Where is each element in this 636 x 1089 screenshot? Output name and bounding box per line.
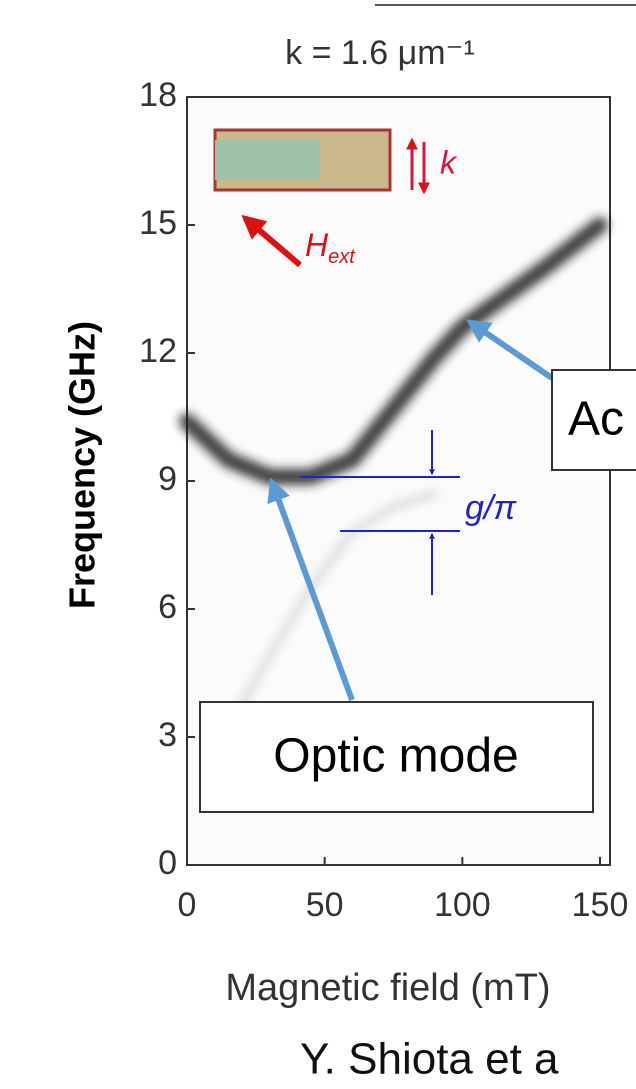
y-tick-label: 9 (158, 460, 177, 498)
optic-box (199, 701, 594, 813)
gap-label: g/π (465, 489, 517, 527)
k-label: k (440, 144, 458, 180)
y-tick-label: 3 (158, 716, 177, 754)
y-tick-label: 15 (139, 204, 177, 242)
field-main: H (305, 227, 329, 263)
field-label: Hext (305, 227, 356, 268)
inset: k Hext g/π (213, 128, 517, 595)
x-axis-label: Magnetic field (mT) (225, 967, 550, 1009)
chart-title: k = 1.6 μm⁻¹ (285, 34, 475, 72)
acoustic-box (551, 369, 636, 471)
y-axis-label: Frequency (GHz) (62, 321, 103, 609)
y-tick-label: 0 (158, 844, 177, 882)
optic-arrow (267, 477, 355, 702)
x-tick-label: 100 (434, 886, 491, 924)
branch (225, 491, 438, 731)
y-tick-label: 18 (139, 76, 177, 114)
y-tick-label: 12 (139, 332, 177, 370)
field-sub: ext (328, 246, 356, 268)
x-tick-label: 150 (572, 886, 629, 924)
acoustic-arrow (466, 319, 554, 381)
y-tick-label: 6 (158, 588, 177, 626)
credit: Y. Shiota et a (300, 1035, 559, 1084)
acoustic-label: Ac (568, 393, 624, 446)
x-tick-label: 0 (178, 886, 197, 924)
inset-strip (215, 140, 320, 180)
field-arrow (241, 214, 302, 268)
branch (179, 217, 608, 485)
x-tick-label: 50 (306, 886, 344, 924)
optic-label: Optic mode (273, 730, 518, 783)
